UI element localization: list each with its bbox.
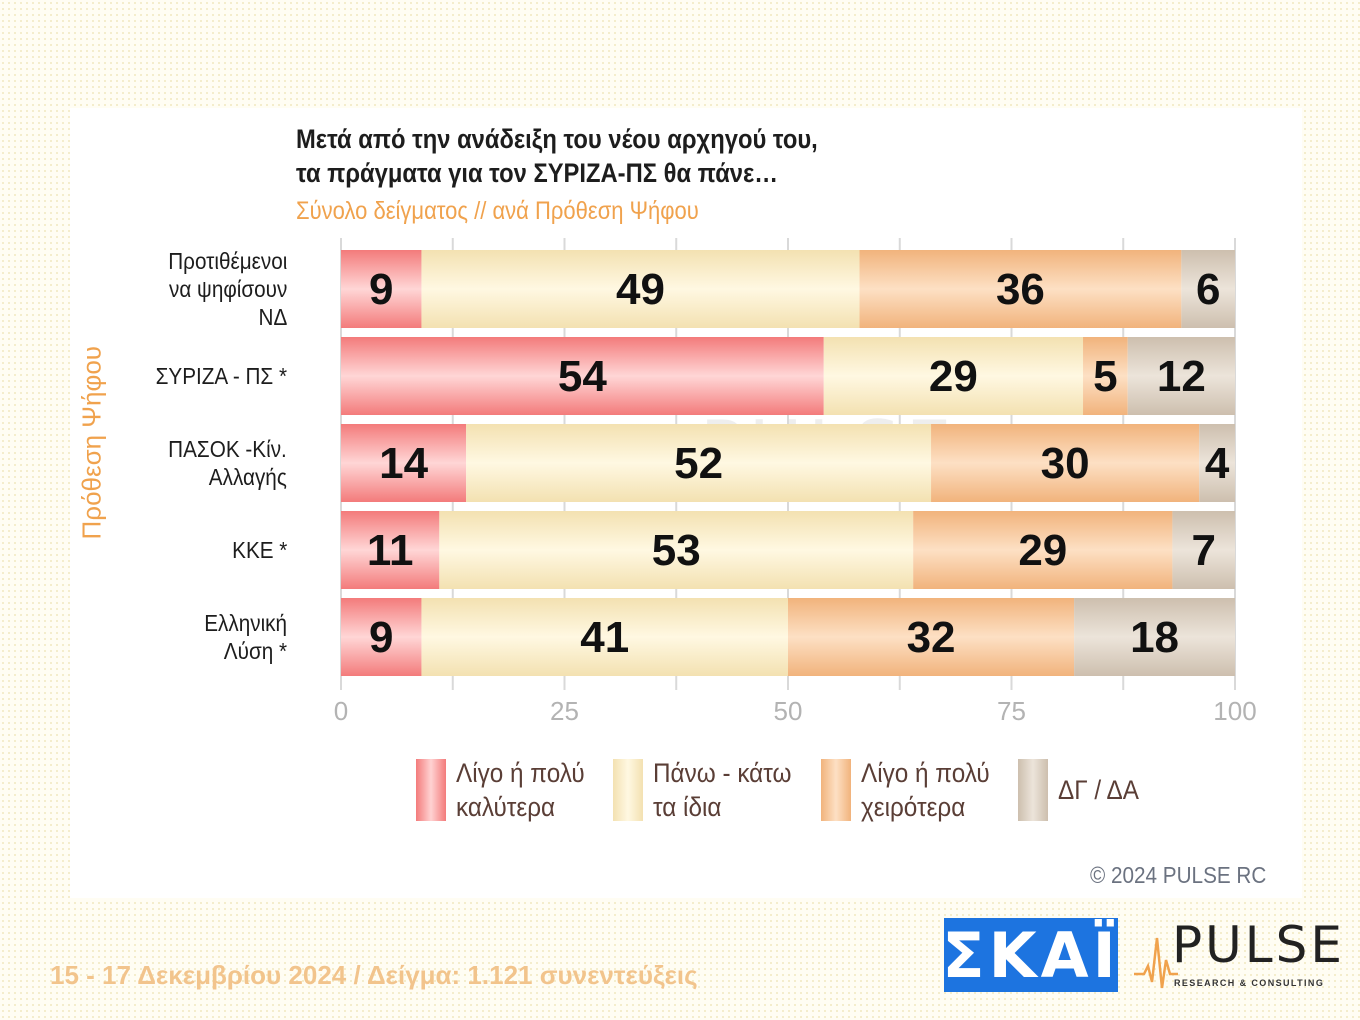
- category-label-line: Προτιθέμενοι: [167, 248, 287, 274]
- data-label: 36: [996, 265, 1045, 314]
- legend-item-better: Λίγο ή πολύ καλύτερα: [416, 756, 599, 824]
- bar-segment: [341, 598, 422, 676]
- bars: 9 49 36 6 54 29 5 12 14 52 30 4 11 53 29 7 9 41 32 18: [341, 250, 1235, 676]
- data-label: 14: [379, 439, 428, 488]
- legend-label-worse: Λίγο ή πολύ χειρότερα: [860, 758, 990, 822]
- legend-label-better: Λίγο ή πολύ καλύτερα: [456, 758, 585, 822]
- data-label: 54: [558, 352, 607, 401]
- category-label-line: ΠΑΣΟΚ -Κίν.: [168, 436, 287, 462]
- bar-segment: [1083, 337, 1128, 415]
- data-label: 49: [616, 265, 665, 314]
- data-label: 52: [674, 439, 723, 488]
- category-label-line: ΚΚΕ *: [231, 537, 287, 563]
- data-label: 9: [369, 613, 393, 662]
- chart-title: Μετά από την ανάδειξη του νέου αρχηγού τ…: [296, 122, 818, 190]
- legend-swatch-worse: [820, 759, 851, 821]
- data-label: 32: [907, 613, 956, 662]
- data-label: 30: [1041, 439, 1090, 488]
- legend-swatch-better: [416, 759, 446, 821]
- category-label-line: Λύση *: [223, 638, 287, 664]
- category-label-line: ΣΥΡΙΖΑ - ΠΣ *: [155, 363, 287, 389]
- category-label-line: Ελληνική: [204, 610, 287, 636]
- legend-item-same: Πάνω - κάτω τα ίδια: [612, 756, 807, 824]
- data-label: 53: [652, 526, 701, 575]
- chart-panel: [70, 108, 1302, 898]
- chart-title-line2: τα πράγματα για τον ΣΥΡΙΖΑ-ΠΣ θα πάνε…: [296, 158, 779, 188]
- data-label: 18: [1130, 613, 1179, 662]
- pulse-logo-tagline: RESEARCH & CONSULTING: [1174, 978, 1325, 988]
- x-tick-label: 75: [997, 696, 1026, 726]
- data-label: 6: [1196, 265, 1220, 314]
- data-label: 29: [929, 352, 978, 401]
- pulse-wave-icon: [1134, 937, 1178, 989]
- category-label-line: ΝΔ: [258, 304, 287, 330]
- x-tick-label: 50: [774, 696, 803, 726]
- chart-subtitle: Σύνολο δείγματος // ανά Πρόθεση Ψήφου: [296, 197, 699, 225]
- bar-segment: [1172, 511, 1235, 589]
- legend-swatch-dk-na: [1017, 759, 1048, 821]
- bar-segment: [341, 511, 440, 589]
- data-label: 11: [367, 526, 414, 575]
- bar-segment: [341, 250, 422, 328]
- legend: Λίγο ή πολύ καλύτερα Πάνω - κάτω τα ίδια Λ…: [416, 756, 1148, 824]
- legend-item-dk-na: ΔΓ / ΔΑ: [1017, 759, 1148, 821]
- pulse-logo-word: PULSE: [1172, 916, 1345, 974]
- data-label: 5: [1093, 352, 1117, 401]
- x-tick-label: 0: [334, 696, 348, 726]
- survey-footer: 15 - 17 Δεκεμβρίου 2024 / Δείγμα: 1.121 …: [50, 960, 698, 990]
- category-label-line: Αλλαγής: [208, 464, 287, 490]
- copyright: © 2024 PULSE RC: [1090, 862, 1267, 888]
- bar-segment: [341, 337, 824, 415]
- data-label: 41: [580, 613, 629, 662]
- bar-segment: [913, 511, 1173, 589]
- x-tick-labels: 0 25 50 75 100: [334, 696, 1257, 726]
- bar-segment: [823, 337, 1084, 415]
- bar-segment: [421, 598, 788, 676]
- legend-item-worse: Λίγο ή πολύ χειρότερα: [820, 756, 1004, 824]
- bar-segment: [788, 598, 1075, 676]
- data-label: 4: [1205, 439, 1230, 488]
- skai-logo: ΣΚΑΪ: [942, 918, 1120, 992]
- x-tick-label: 25: [550, 696, 579, 726]
- category-label: ΚΚΕ *: [232, 536, 287, 564]
- bar-segment: [421, 250, 860, 328]
- bar-segment: [1127, 337, 1235, 415]
- bar-segment: [1181, 250, 1235, 328]
- category-label: ΣΥΡΙΖΑ - ΠΣ *: [156, 362, 287, 390]
- bar-segment: [859, 250, 1182, 328]
- category-label: Προτιθέμενοι να ψηφίσουν ΝΔ: [168, 247, 287, 331]
- category-label: Ελληνική Λύση *: [204, 609, 287, 665]
- legend-label-dk-na: ΔΓ / ΔΑ: [1057, 775, 1139, 805]
- category-label: ΠΑΣΟΚ -Κίν. Αλλαγής: [168, 435, 287, 491]
- data-label: 7: [1191, 526, 1215, 575]
- bar-segment: [341, 424, 467, 502]
- data-label: 29: [1018, 526, 1067, 575]
- legend-swatch-same: [612, 759, 643, 821]
- pulse-logo: PULSE RESEARCH & CONSULTING: [1134, 916, 1342, 996]
- data-label: 9: [369, 265, 393, 314]
- bar-segment: [931, 424, 1200, 502]
- legend-label-same: Πάνω - κάτω τα ίδια: [652, 758, 792, 822]
- bar-segment: [1199, 424, 1235, 502]
- category-label-line: να ψηφίσουν: [168, 276, 287, 302]
- bar-segment: [466, 424, 932, 502]
- skai-logo-text: ΣΚΑΪ: [942, 918, 1120, 992]
- data-label: 12: [1157, 352, 1206, 401]
- bar-segment: [439, 511, 914, 589]
- bar-segment: [1074, 598, 1235, 676]
- chart-title-line1: Μετά από την ανάδειξη του νέου αρχηγού τ…: [296, 124, 818, 154]
- x-tick-label: 100: [1213, 696, 1256, 726]
